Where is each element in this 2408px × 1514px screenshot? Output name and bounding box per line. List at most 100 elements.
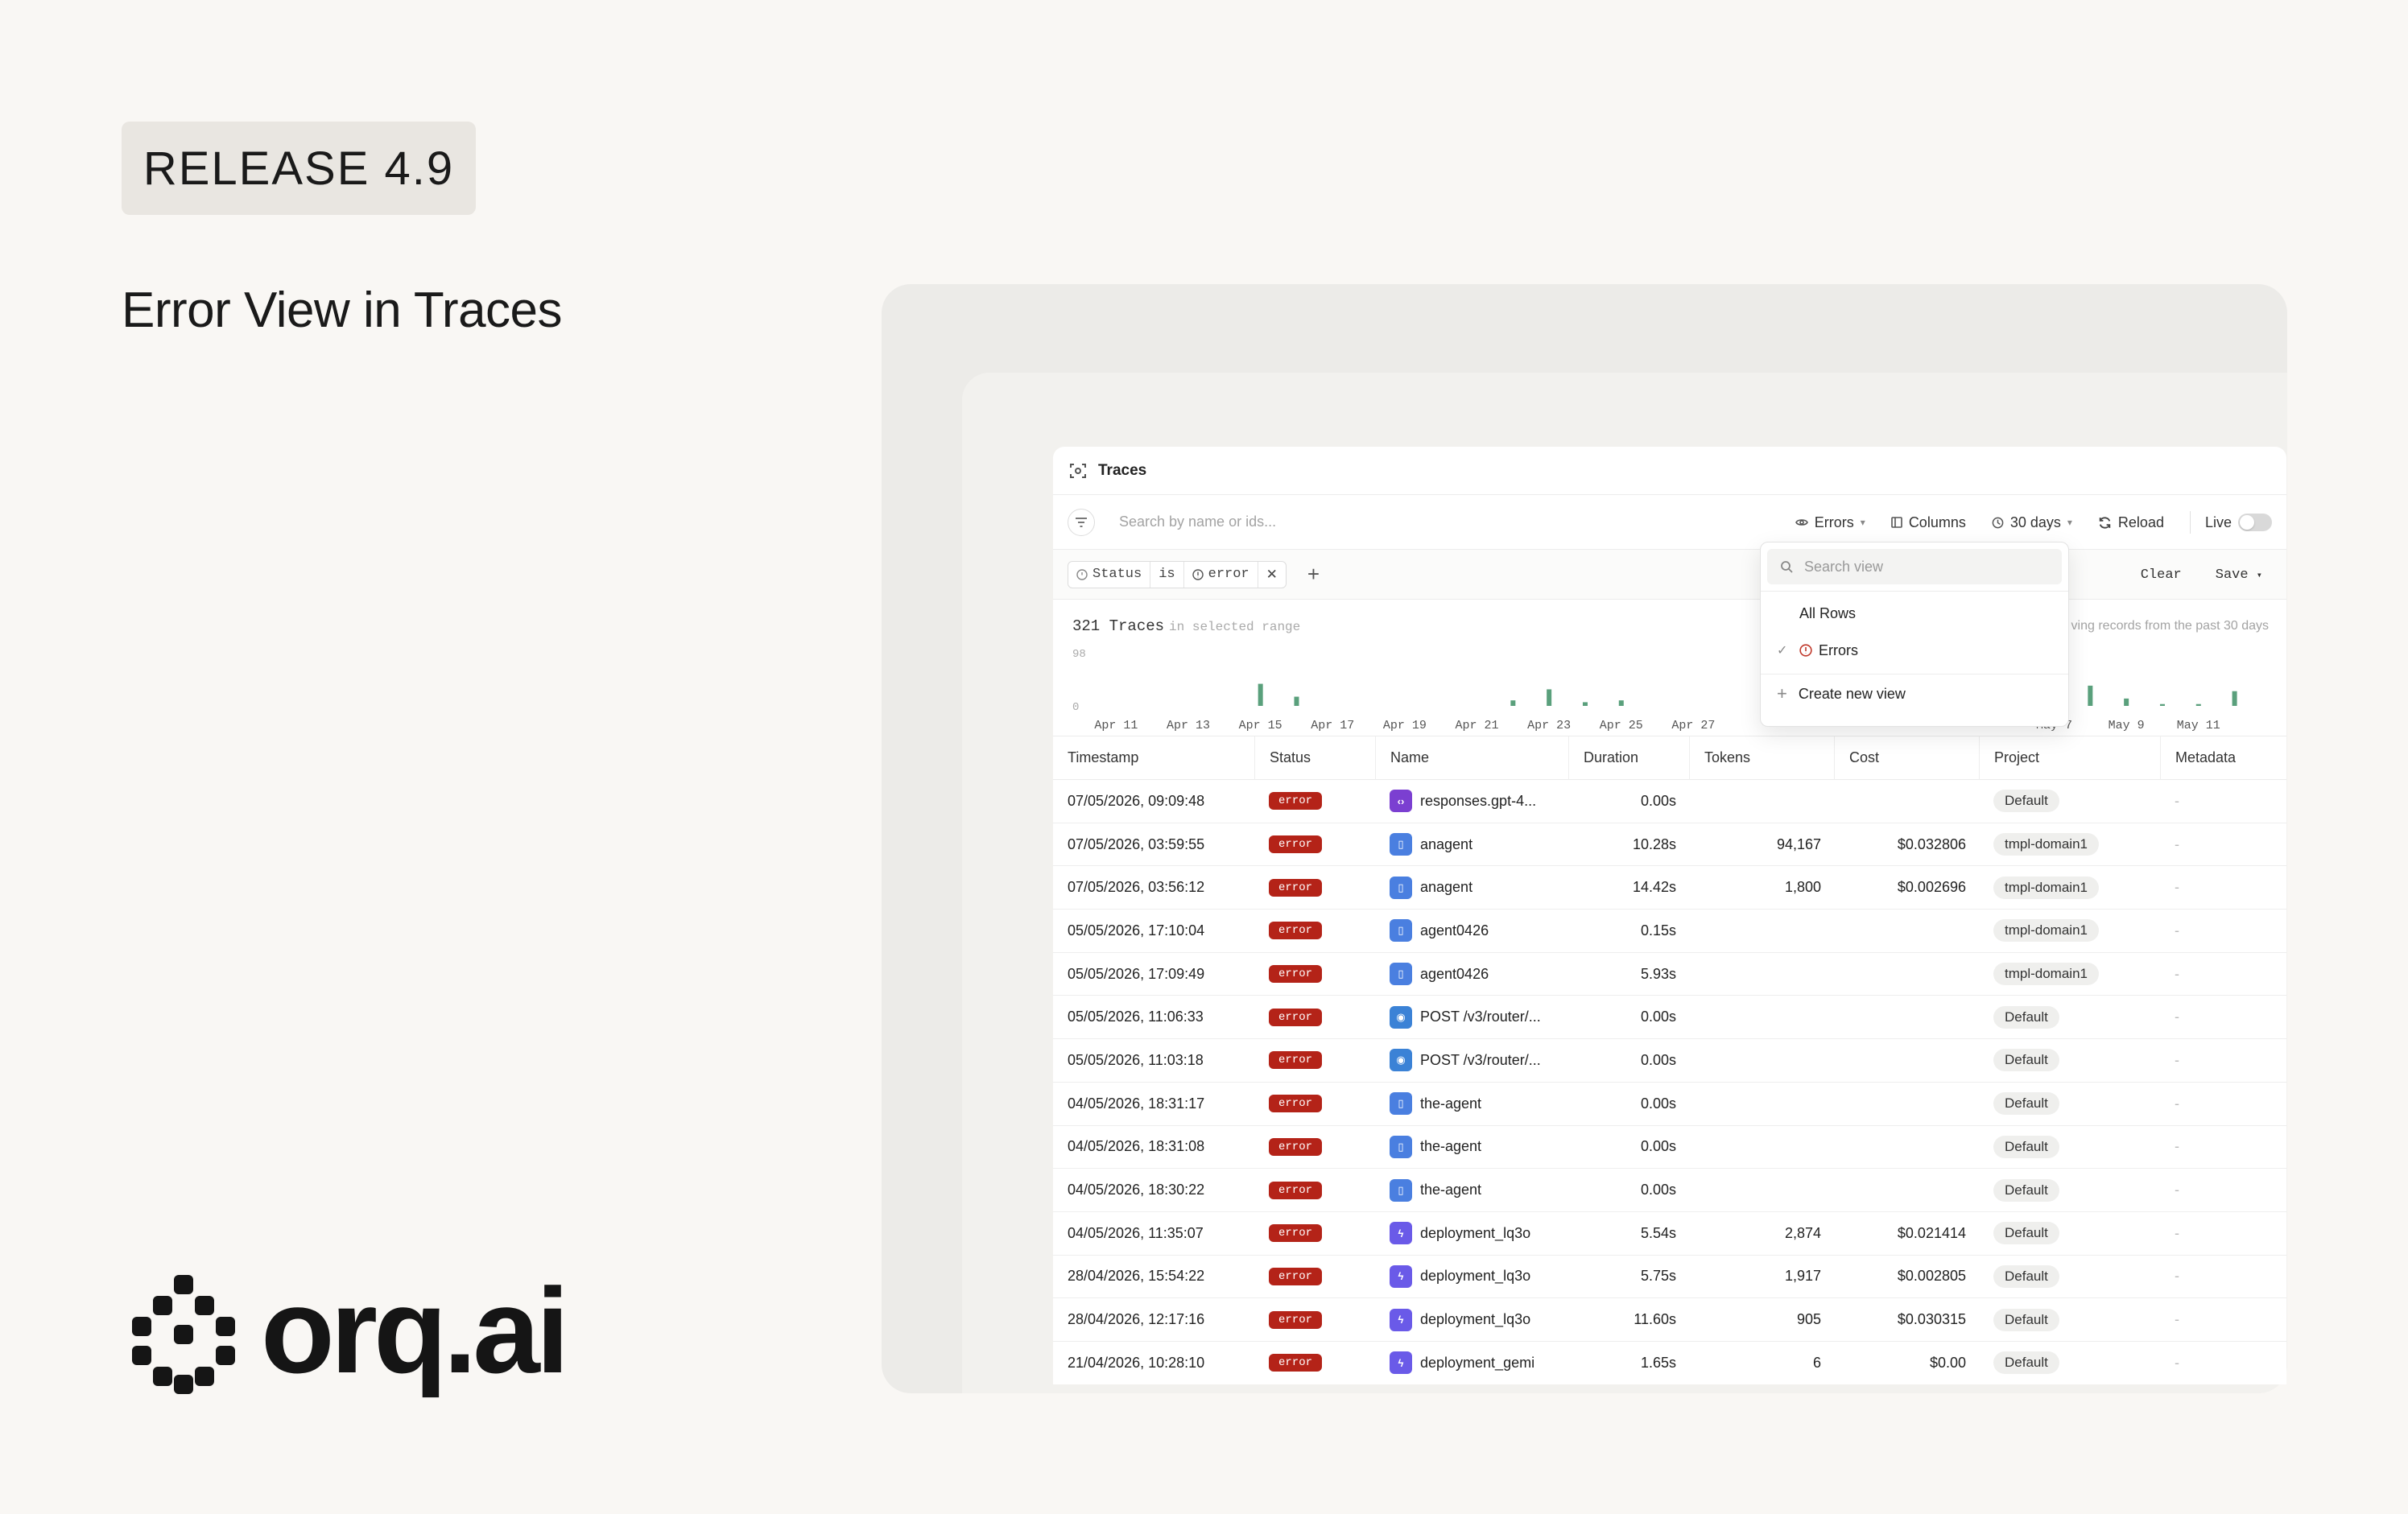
- table-row[interactable]: 21/04/2026, 10:28:10 error ϟ deployment_gem…: [1053, 1342, 2286, 1384]
- agent-icon: ▯: [1390, 876, 1412, 899]
- cost-cell: [1834, 953, 1979, 996]
- view-option-all-rows[interactable]: All Rows: [1761, 595, 2068, 632]
- clear-filters-button[interactable]: Clear: [2140, 567, 2182, 583]
- table-row[interactable]: 07/05/2026, 09:09:48 error ‹› responses.gpt…: [1053, 780, 2286, 823]
- duration-cell: 0.00s: [1640, 1182, 1676, 1198]
- metadata-value: -: [2175, 922, 2179, 939]
- table-row[interactable]: 04/05/2026, 18:30:22 error ▯ the-agent 0.00s…: [1053, 1169, 2286, 1212]
- metadata-cell: -: [2160, 1126, 2286, 1169]
- live-switch[interactable]: [2238, 514, 2272, 531]
- metadata-cell: -: [2160, 1212, 2286, 1255]
- release-badge: RELEASE 4.9: [122, 122, 476, 215]
- view-selector-label: Errors: [1814, 514, 1854, 530]
- live-toggle[interactable]: Live: [2205, 514, 2272, 531]
- table-row[interactable]: 04/05/2026, 18:31:17 error ▯ the-agent 0.00s…: [1053, 1083, 2286, 1126]
- view-search-placeholder: Search view: [1804, 558, 1884, 575]
- column-header[interactable]: Status: [1254, 736, 1375, 779]
- duration-cell: 0.00s: [1640, 1095, 1676, 1112]
- eye-icon: ◉: [1390, 1049, 1412, 1072]
- status-badge: error: [1269, 922, 1323, 940]
- add-filter-button[interactable]: +: [1307, 562, 1320, 586]
- x-tick-label: May 11: [2177, 719, 2220, 732]
- project-badge: Default: [1993, 1308, 2059, 1331]
- table-row[interactable]: 04/05/2026, 18:31:08 error ▯ the-agent 0.00s…: [1053, 1126, 2286, 1170]
- project-cell: tmpl-domain1: [1979, 866, 2160, 909]
- metadata-cell: -: [2160, 910, 2286, 952]
- timestamp-cell: 28/04/2026, 15:54:22: [1068, 1268, 1205, 1285]
- reload-button[interactable]: Reload: [2098, 514, 2164, 531]
- cost-cell: $0.030315: [1897, 1311, 1966, 1328]
- histogram-chart: Apr 11 Apr 13 Apr 15 Apr 17 Apr 19 Apr 21 Apr …: [1094, 683, 2237, 732]
- x-tick-label: May 9: [2109, 719, 2145, 732]
- view-option-label: Errors: [1819, 641, 1858, 658]
- name-cell: ‹› responses.gpt-4...: [1375, 780, 1568, 823]
- project-badge: Default: [1993, 1049, 2059, 1072]
- status-badge: error: [1269, 878, 1323, 897]
- trace-name: deployment_lq3o: [1420, 1268, 1531, 1285]
- column-header[interactable]: Cost: [1834, 736, 1979, 779]
- table-row[interactable]: 05/05/2026, 11:06:33 error ◉ POST /v3/route…: [1053, 996, 2286, 1040]
- histogram-bar: [1582, 702, 1588, 706]
- table-row[interactable]: 05/05/2026, 17:10:04 error ▯ agent0426 0.15s…: [1053, 910, 2286, 953]
- timestamp-cell: 04/05/2026, 18:30:22: [1068, 1182, 1205, 1198]
- orq-logo: orq.ai: [121, 1270, 569, 1397]
- status-cell: error: [1254, 953, 1375, 996]
- status-cell: error: [1254, 1212, 1375, 1255]
- metadata-cell: -: [2160, 1256, 2286, 1298]
- column-header[interactable]: Metadata: [2160, 736, 2286, 779]
- project-cell: Default: [1979, 1298, 2160, 1341]
- metadata-cell: -: [2160, 1169, 2286, 1211]
- table-row[interactable]: 07/05/2026, 03:56:12 error ▯ anagent 14.42s 1…: [1053, 866, 2286, 910]
- project-badge: Default: [1993, 1264, 2059, 1288]
- view-selector[interactable]: Errors ▾: [1795, 514, 1865, 531]
- timestamp-cell: 07/05/2026, 09:09:48: [1068, 792, 1205, 809]
- table-row[interactable]: 05/05/2026, 11:03:18 error ◉ POST /v3/route…: [1053, 1039, 2286, 1083]
- search-input[interactable]: [1119, 514, 1441, 530]
- column-header[interactable]: Name: [1375, 736, 1568, 779]
- table-row[interactable]: 07/05/2026, 03:59:55 error ▯ anagent 10.28s 9…: [1053, 823, 2286, 867]
- column-header[interactable]: Project: [1979, 736, 2160, 779]
- project-badge: Default: [1993, 1178, 2059, 1202]
- column-header[interactable]: Tokens: [1689, 736, 1834, 779]
- project-cell: Default: [1979, 996, 2160, 1038]
- metadata-cell: -: [2160, 866, 2286, 909]
- column-header[interactable]: Duration: [1568, 736, 1689, 779]
- timestamp-cell: 04/05/2026, 18:31:17: [1068, 1095, 1205, 1112]
- tokens-cell: 1,800: [1784, 879, 1821, 896]
- project-badge: Default: [1993, 1005, 2059, 1029]
- columns-button[interactable]: Columns: [1891, 514, 1966, 531]
- table-body: 07/05/2026, 09:09:48 error ‹› responses.gpt…: [1053, 780, 2286, 1384]
- columns-icon: [1891, 517, 1902, 528]
- columns-label: Columns: [1908, 514, 1966, 530]
- table-row[interactable]: 05/05/2026, 17:09:49 error ▯ agent0426 5.93s…: [1053, 953, 2286, 996]
- headline: Error View in Traces: [122, 283, 563, 338]
- status-badge: error: [1269, 1224, 1323, 1243]
- status-filter-chip[interactable]: Status is error ✕: [1068, 560, 1287, 588]
- create-view-button[interactable]: + Create new view: [1761, 674, 2068, 713]
- status-badge: error: [1269, 1267, 1323, 1285]
- save-view-button[interactable]: Save ▾: [2215, 567, 2262, 583]
- remove-filter-button[interactable]: ✕: [1257, 561, 1286, 588]
- metadata-cell: -: [2160, 780, 2286, 823]
- filter-button[interactable]: [1068, 508, 1095, 536]
- table-row[interactable]: 04/05/2026, 11:35:07 error ϟ deployment_lq3…: [1053, 1212, 2286, 1256]
- x-tick-label: Apr 13: [1167, 719, 1210, 732]
- table-row[interactable]: 28/04/2026, 15:54:22 error ϟ deployment_lq3…: [1053, 1256, 2286, 1299]
- metadata-value: -: [2175, 965, 2179, 982]
- agent-icon: ▯: [1390, 1135, 1412, 1158]
- duration-cell: 0.00s: [1640, 792, 1676, 809]
- status-cell: error: [1254, 823, 1375, 866]
- view-search-field[interactable]: Search view: [1767, 549, 2062, 584]
- status-cell: error: [1254, 780, 1375, 823]
- traces-app: Traces Errors ▾ Columns 30 days ▾: [1053, 447, 2286, 1384]
- time-range-selector[interactable]: 30 days ▾: [1992, 514, 2072, 531]
- timestamp-cell: 05/05/2026, 17:10:04: [1068, 922, 1205, 939]
- cost-cell: [1834, 1169, 1979, 1211]
- histogram-bar: [1510, 700, 1516, 706]
- cost-cell: $0.002696: [1897, 879, 1966, 896]
- column-header[interactable]: Timestamp: [1068, 749, 1139, 765]
- table-row[interactable]: 28/04/2026, 12:17:16 error ϟ deployment_lq3…: [1053, 1298, 2286, 1342]
- y-axis-min: 0: [1072, 701, 1080, 714]
- view-option-errors[interactable]: ✓ Errors: [1761, 632, 2068, 669]
- chevron-down-icon: ▾: [2256, 569, 2262, 581]
